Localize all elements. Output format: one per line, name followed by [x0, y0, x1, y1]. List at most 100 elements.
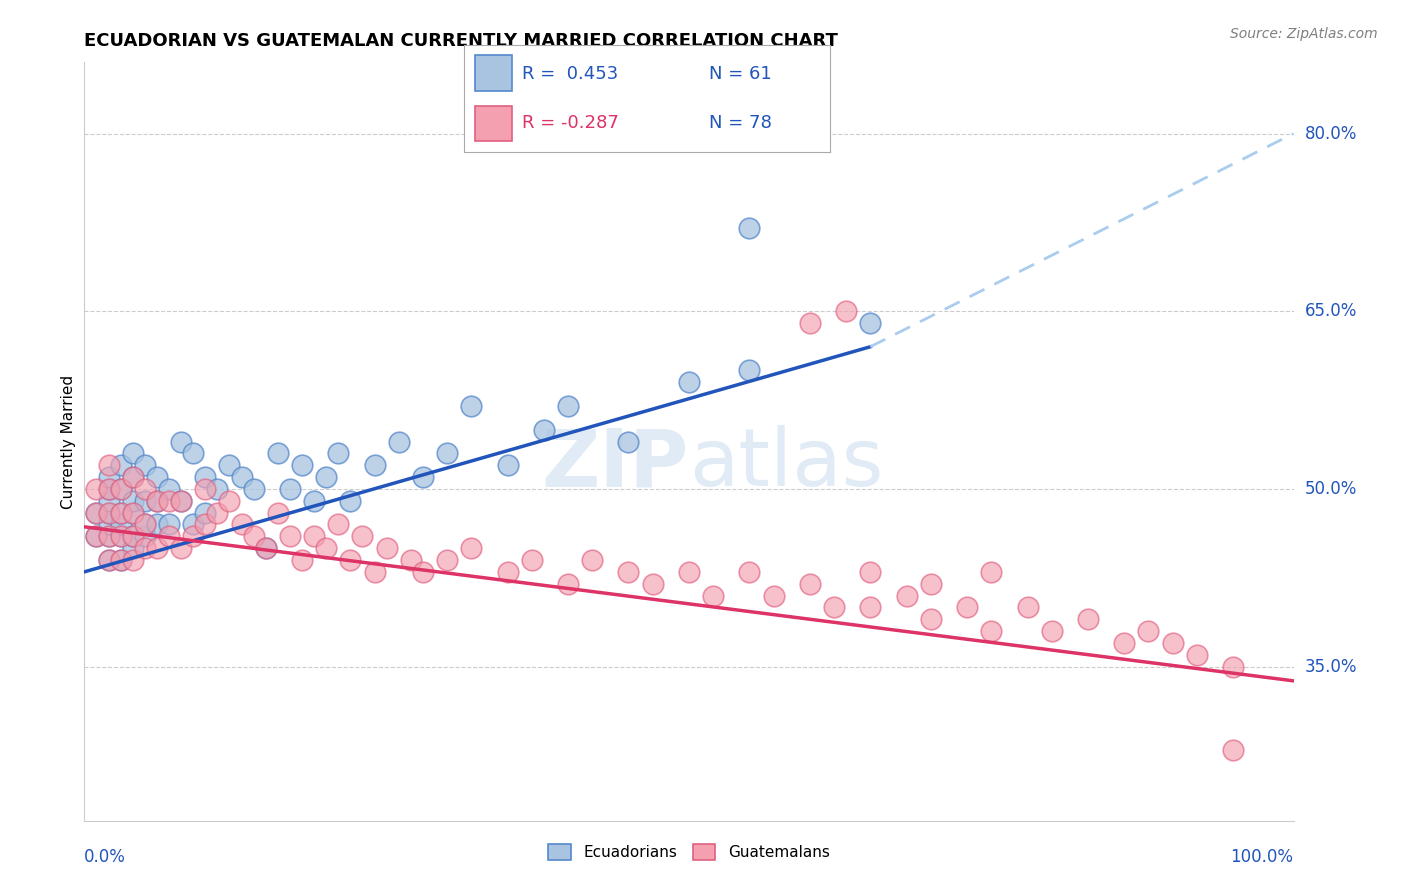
Point [97, 458, 120, 473]
Point [823, 600, 845, 615]
Point [496, 458, 519, 473]
Point [460, 541, 482, 556]
Point [170, 434, 193, 449]
Text: 35.0%: 35.0% [1305, 657, 1357, 675]
Point [678, 376, 700, 390]
Point [121, 529, 143, 543]
Legend: Ecuadorians, Guatemalans: Ecuadorians, Guatemalans [543, 838, 835, 866]
Point [194, 482, 217, 496]
Point [157, 493, 180, 508]
Point [738, 565, 761, 579]
Point [97, 506, 120, 520]
Point [302, 493, 325, 508]
Point [496, 565, 519, 579]
Point [110, 482, 132, 496]
Point [980, 624, 1002, 639]
Point [110, 506, 132, 520]
Point [363, 458, 385, 473]
Point [231, 517, 253, 532]
Point [412, 565, 434, 579]
Point [835, 304, 858, 318]
Point [315, 470, 337, 484]
Text: 80.0%: 80.0% [1305, 125, 1357, 143]
Point [581, 553, 603, 567]
Point [97, 529, 120, 543]
Point [97, 529, 120, 543]
Point [956, 600, 979, 615]
Point [110, 553, 132, 567]
Point [328, 446, 350, 460]
Point [799, 576, 821, 591]
Point [121, 470, 143, 484]
Point [1137, 624, 1160, 639]
Point [97, 470, 120, 484]
Point [762, 589, 785, 603]
Point [278, 482, 301, 496]
Point [1077, 612, 1099, 626]
FancyBboxPatch shape [475, 55, 512, 91]
Point [267, 506, 290, 520]
Point [134, 517, 156, 532]
Point [146, 517, 169, 532]
Point [194, 517, 217, 532]
Point [242, 529, 264, 543]
Point [617, 434, 640, 449]
Text: 0.0%: 0.0% [84, 848, 127, 866]
Point [641, 576, 664, 591]
Point [207, 506, 229, 520]
Point [1222, 659, 1244, 673]
Point [617, 565, 640, 579]
Point [157, 529, 180, 543]
Point [388, 434, 411, 449]
Point [121, 529, 143, 543]
Point [1040, 624, 1063, 639]
Point [97, 482, 120, 496]
Point [363, 565, 385, 579]
Text: N = 61: N = 61 [709, 64, 772, 82]
Point [146, 541, 169, 556]
Point [121, 470, 143, 484]
Text: R = -0.287: R = -0.287 [523, 114, 620, 132]
Point [328, 517, 350, 532]
Point [86, 529, 108, 543]
Point [436, 553, 458, 567]
Point [134, 517, 156, 532]
Point [278, 529, 301, 543]
Text: 100.0%: 100.0% [1230, 848, 1294, 866]
Point [121, 553, 143, 567]
Point [157, 482, 180, 496]
Point [920, 612, 942, 626]
Text: R =  0.453: R = 0.453 [523, 64, 619, 82]
Point [134, 529, 156, 543]
Point [702, 589, 724, 603]
Point [460, 399, 482, 413]
Point [738, 363, 761, 377]
Point [859, 316, 882, 330]
Point [859, 600, 882, 615]
Point [170, 493, 193, 508]
Text: Source: ZipAtlas.com: Source: ZipAtlas.com [1230, 27, 1378, 41]
Point [110, 506, 132, 520]
Point [399, 553, 422, 567]
Point [315, 541, 337, 556]
Point [557, 576, 579, 591]
Point [218, 493, 240, 508]
Point [520, 553, 543, 567]
Point [738, 221, 761, 235]
Point [110, 553, 132, 567]
Point [352, 529, 374, 543]
Point [170, 493, 193, 508]
Point [146, 493, 169, 508]
Point [254, 541, 277, 556]
Point [110, 529, 132, 543]
Point [86, 529, 108, 543]
Point [86, 506, 108, 520]
Point [254, 541, 277, 556]
Text: N = 78: N = 78 [709, 114, 772, 132]
Point [859, 565, 882, 579]
Point [97, 553, 120, 567]
Point [920, 576, 942, 591]
Point [896, 589, 918, 603]
Point [291, 553, 314, 567]
Point [110, 482, 132, 496]
